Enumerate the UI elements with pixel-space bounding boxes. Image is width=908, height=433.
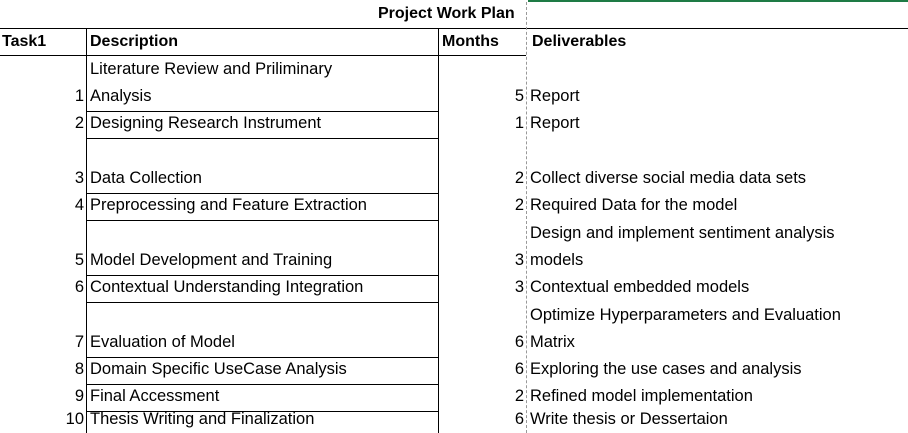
grid-line bbox=[438, 28, 439, 433]
task-deliverable: Report bbox=[530, 114, 580, 132]
row-divider bbox=[86, 275, 438, 276]
task-description: Contextual Understanding Integration bbox=[90, 278, 364, 296]
grid-line bbox=[0, 28, 908, 29]
task-deliverable: Report bbox=[530, 87, 580, 105]
task-number: 9 bbox=[74, 387, 84, 405]
page-title: Project Work Plan bbox=[378, 5, 515, 22]
row-divider bbox=[86, 384, 438, 385]
row-divider bbox=[86, 411, 438, 412]
task-number: 2 bbox=[74, 114, 84, 132]
header-deliverables: Deliverables bbox=[532, 33, 627, 50]
task-number: 10 bbox=[65, 410, 84, 428]
task-description: Analysis bbox=[90, 87, 152, 105]
task-months: 3 bbox=[514, 278, 524, 296]
task-description: Designing Research Instrument bbox=[90, 114, 322, 132]
task-deliverable: Refined model implementation bbox=[530, 387, 753, 405]
task-description: Preprocessing and Feature Extraction bbox=[90, 196, 367, 214]
task-description: Final Accessment bbox=[90, 387, 220, 405]
task-description: Evaluation of Model bbox=[90, 333, 235, 351]
task-number: 5 bbox=[74, 251, 84, 269]
task-months: 2 bbox=[514, 196, 524, 214]
grid-line bbox=[526, 2, 527, 433]
task-deliverable-line: Design and implement sentiment analysis bbox=[530, 224, 835, 242]
row-divider bbox=[86, 138, 438, 139]
row-divider bbox=[86, 302, 438, 303]
header-description: Description bbox=[90, 33, 179, 50]
task-deliverable: Write thesis or Dessertaion bbox=[530, 410, 728, 428]
task-description: Data Collection bbox=[90, 169, 202, 187]
task-deliverable: Contextual embedded models bbox=[530, 278, 750, 296]
grid-line bbox=[86, 28, 87, 433]
task-number: 7 bbox=[74, 333, 84, 351]
task-number: 6 bbox=[74, 278, 84, 296]
task-number: 1 bbox=[74, 87, 84, 105]
task-deliverable: Required Data for the model bbox=[530, 196, 738, 214]
task-description: Domain Specific UseCase Analysis bbox=[90, 360, 347, 378]
task-months: 3 bbox=[514, 251, 524, 269]
task-months: 5 bbox=[514, 87, 524, 105]
row-divider bbox=[86, 111, 438, 112]
task-months: 6 bbox=[514, 360, 524, 378]
task-description: Thesis Writing and Finalization bbox=[90, 410, 315, 428]
task-months: 2 bbox=[514, 387, 524, 405]
task-deliverable: Matrix bbox=[530, 333, 575, 351]
task-description: Model Development and Training bbox=[90, 251, 333, 269]
selection-edge bbox=[528, 0, 908, 2]
header-months: Months bbox=[442, 33, 499, 50]
task-months: 6 bbox=[514, 410, 524, 428]
row-divider bbox=[86, 357, 438, 358]
row-divider bbox=[86, 220, 438, 221]
task-months: 1 bbox=[514, 114, 524, 132]
task-number: 3 bbox=[74, 169, 84, 187]
task-deliverable: Exploring the use cases and analysis bbox=[530, 360, 802, 378]
row-divider bbox=[86, 193, 438, 194]
task-number: 4 bbox=[74, 196, 84, 214]
grid-line bbox=[0, 55, 526, 56]
task-deliverable: Collect diverse social media data sets bbox=[530, 169, 807, 187]
task-description-line: Literature Review and Priliminary bbox=[90, 60, 333, 78]
header-task: Task1 bbox=[2, 33, 47, 50]
task-months: 2 bbox=[514, 169, 524, 187]
task-deliverable-line: Optimize Hyperparameters and Evaluation bbox=[530, 306, 841, 324]
task-months: 6 bbox=[514, 333, 524, 351]
task-number: 8 bbox=[74, 360, 84, 378]
task-deliverable: models bbox=[530, 251, 584, 269]
